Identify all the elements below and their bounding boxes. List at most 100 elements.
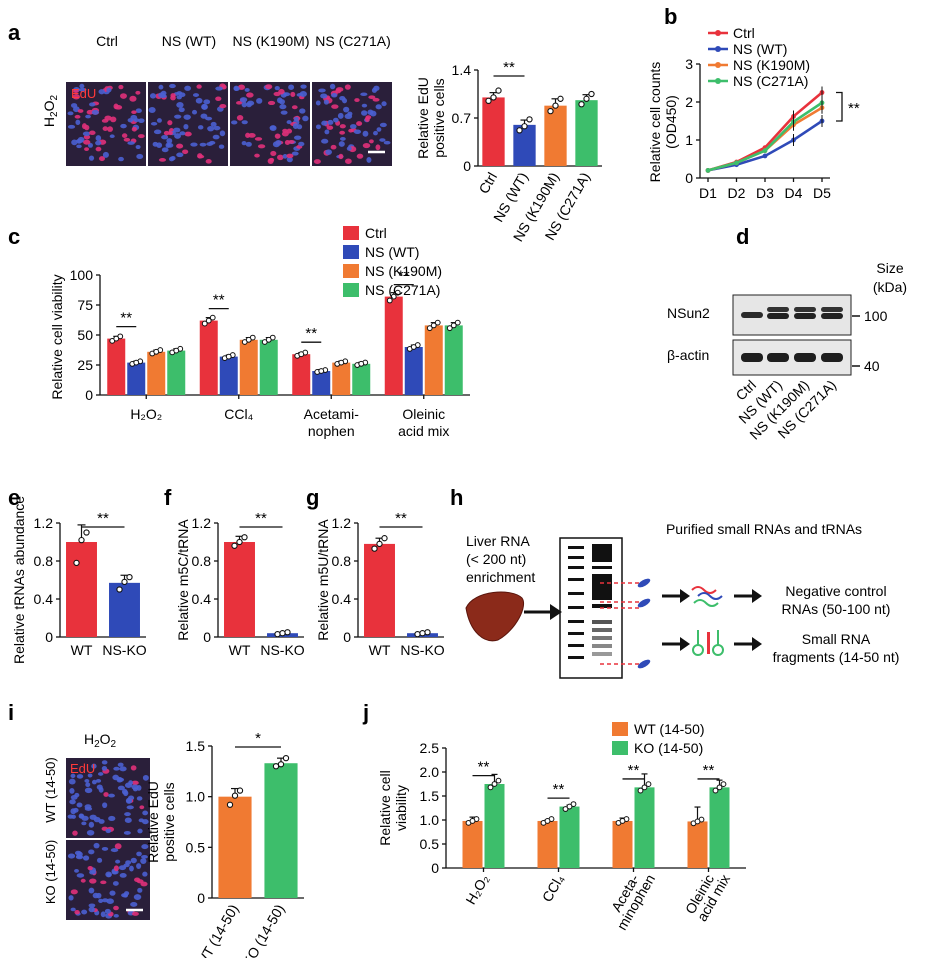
- chart-j-bar: [612, 820, 633, 868]
- h-out2-line1: Small RNA: [802, 631, 871, 647]
- chart-e-ylabel: Relative tRNAs abundance: [11, 496, 27, 664]
- chart-c-point: [113, 335, 120, 342]
- chart-i-ytick-label: 0: [197, 890, 205, 906]
- chart-j-point: [637, 787, 644, 794]
- chart-j-ytick-label: 2.5: [420, 740, 440, 756]
- h-input-line-1: Liver RNA: [466, 533, 530, 549]
- chart-b-series-line: [707, 101, 823, 172]
- chart-b-sig-bracket: [836, 91, 843, 122]
- chart-i-sig-label: *: [255, 730, 261, 747]
- micro-a-edu-label: EdU: [71, 86, 96, 101]
- chart-j-point: [491, 781, 498, 787]
- chart-i-ytick-label: 1.5: [186, 738, 206, 754]
- micro-title-ns-k190m: NS (K190M): [232, 33, 309, 49]
- chart-c-point: [386, 297, 393, 304]
- chart-g-bar: [364, 543, 395, 637]
- chart-c-legend-label: Ctrl: [365, 225, 387, 241]
- chart-i-ylabel-line2: positive cells: [161, 782, 177, 861]
- chart-b-legend-label: NS (K190M): [733, 57, 810, 73]
- chart-g-point: [376, 540, 383, 548]
- chart-c-bar: [167, 350, 186, 395]
- chart-b-xtick-label: D2: [728, 185, 746, 201]
- micrograph-a-0: [66, 82, 146, 166]
- chart-c-bar: [259, 339, 278, 395]
- chart-j-point: [495, 777, 502, 784]
- chart-e-point: [116, 586, 123, 593]
- chart-g-y-axis: 0 0.4 0.8 1.2: [332, 515, 359, 645]
- chart-g-sig-label: **: [395, 510, 407, 527]
- chart-j-bar: [634, 787, 655, 868]
- chart-c-bar: [384, 296, 403, 395]
- h-out1-line1: Negative control: [785, 583, 886, 599]
- chart-i-bar: [218, 796, 252, 898]
- chart-a-point: [583, 95, 590, 102]
- chart-c-legend-label: NS (K190M): [365, 263, 442, 279]
- micrograph-a-1: [148, 82, 228, 166]
- chart-f-ylabel: Relative m5C/tRNA: [175, 519, 191, 641]
- chart-f-point: [279, 630, 286, 637]
- chart-j-legend-swatch: [612, 722, 628, 736]
- chart-j-ylabel-line1: Relative cell: [377, 770, 393, 845]
- micro-row-label-wt: WT (14-50): [43, 757, 58, 823]
- chart-c-sig-label: **: [120, 310, 132, 327]
- chart-j-ytick-label: 0: [431, 860, 439, 876]
- chart-b-point: [762, 148, 768, 154]
- chart-f-xtick-label: NS-KO: [260, 642, 304, 658]
- chart-i-point: [236, 787, 244, 794]
- chart-f-point: [274, 631, 281, 638]
- chart-g-point: [371, 545, 378, 552]
- chart-c-legend-label: NS (C271A): [365, 282, 440, 298]
- chart-i-xtick-label: KO (14-50): [239, 902, 287, 958]
- micrograph-a-2: [230, 82, 310, 166]
- chart-f-point: [236, 538, 243, 546]
- chart-c-bar: [312, 371, 331, 395]
- chart-c-bar: [239, 339, 258, 395]
- chart-i-ytick-label: 0.5: [186, 839, 206, 855]
- chart-j-point: [469, 818, 476, 824]
- chart-b-ytick-label: 2: [685, 94, 693, 110]
- micro-title-ns-wt: NS (WT): [162, 33, 216, 49]
- chart-j-sig-label: **: [703, 762, 715, 779]
- chart-b-legend-label: NS (WT): [733, 41, 787, 57]
- chart-j-ylabel-line2: viability: [393, 785, 409, 831]
- chart-a-xtick-label: Ctrl: [475, 170, 500, 197]
- chart-f-ytick-label: 0: [203, 629, 211, 645]
- blot-bands: [741, 307, 843, 362]
- panel-letter-g: g: [306, 485, 319, 510]
- chart-i-bar: [264, 763, 298, 898]
- chart-c-point: [245, 336, 252, 343]
- chart-a-point: [588, 90, 595, 98]
- chart-b-ylabel-line2: (OD450): [663, 95, 679, 149]
- chart-i-xtick-label: WT (14-50): [192, 902, 241, 958]
- chart-c-group-label: CCl₄: [224, 406, 253, 422]
- chart-f-sig-label: **: [255, 510, 267, 527]
- chart-b-xtick-label: D1: [699, 185, 717, 201]
- chart-e-point: [121, 578, 128, 586]
- chart-e-bar: [109, 582, 140, 637]
- chart-i-point: [272, 763, 280, 770]
- chart-f-point: [241, 534, 248, 541]
- chart-e-point: [126, 574, 133, 581]
- chart-a-ytick-label: 0.7: [452, 110, 472, 126]
- chart-c-bar: [292, 354, 311, 395]
- chart-e-y-axis: 0 0.4 0.8 1.2: [34, 515, 61, 645]
- chart-c-point: [410, 344, 417, 350]
- chart-b-ytick-label: 1: [685, 132, 693, 148]
- chart-c-ytick-label: 25: [77, 357, 93, 373]
- chart-j-point: [562, 806, 569, 812]
- h-out1-line2: RNAs (50-100 nt): [782, 601, 891, 617]
- chart-c-point: [318, 368, 325, 374]
- chart-b-xtick-label: D4: [785, 185, 803, 201]
- chart-j-bar: [537, 820, 558, 868]
- micrograph-layer: EdU EdU: [66, 82, 392, 920]
- chart-g-point: [381, 535, 388, 542]
- chart-e-ytick-label: 0.8: [34, 553, 54, 569]
- chart-j-point: [716, 784, 723, 791]
- chart-c-point: [446, 325, 453, 332]
- chart-g-ytick-label: 1.2: [332, 515, 352, 531]
- chart-f-y-axis: 0 0.4 0.8 1.2: [192, 515, 219, 645]
- panel-letter-d: d: [736, 224, 749, 249]
- h-input-line-3: enrichment: [466, 569, 535, 585]
